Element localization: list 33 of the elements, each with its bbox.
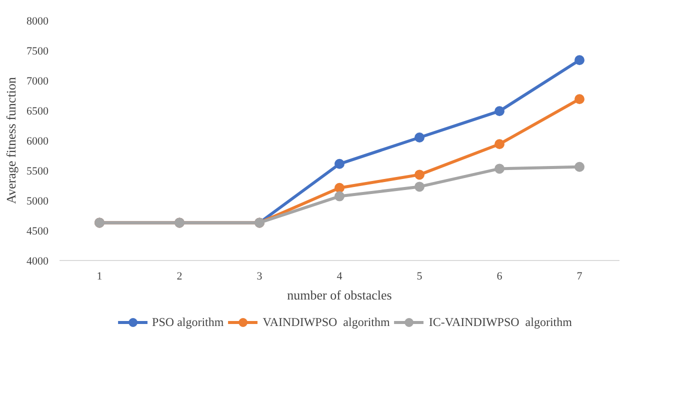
legend-label: PSO algorithm <box>152 314 224 330</box>
point <box>334 191 344 202</box>
point <box>574 94 584 104</box>
point <box>334 158 344 169</box>
y-axis-title: Average fitness function <box>4 76 18 204</box>
y-tick-label: 5500 <box>26 166 49 178</box>
point <box>494 106 504 116</box>
y-tick-label: 7000 <box>26 76 49 88</box>
y-tick-label: 6000 <box>26 136 49 148</box>
x-tick-label: 3 <box>256 270 263 282</box>
point <box>574 162 584 172</box>
y-tick-label: 4500 <box>26 226 49 238</box>
x-tick-label: 4 <box>336 270 343 282</box>
x-tick-label: 5 <box>416 270 423 282</box>
y-tick-label: 5000 <box>26 196 49 208</box>
y-tick-label: 4000 <box>26 256 49 268</box>
x-tick-label: 2 <box>176 270 182 282</box>
legend-label: VAINDIWPSO algorithm <box>262 314 390 330</box>
x-tick-label: 7 <box>576 270 583 282</box>
y-tick-label: 7500 <box>26 46 49 58</box>
point <box>494 164 504 174</box>
point <box>574 55 584 66</box>
y-tick-label: 8000 <box>26 16 49 28</box>
x-axis-title: number of obstacles <box>287 288 392 302</box>
point <box>334 182 344 193</box>
x-tick-label: 6 <box>496 270 503 282</box>
point <box>414 170 424 180</box>
point <box>494 139 504 150</box>
point <box>414 132 424 142</box>
y-tick-label: 6500 <box>26 106 49 118</box>
legend-label: IC-VAINDIWPSO algorithm <box>428 314 572 330</box>
point <box>414 182 424 192</box>
x-tick-label: 1 <box>96 270 102 282</box>
